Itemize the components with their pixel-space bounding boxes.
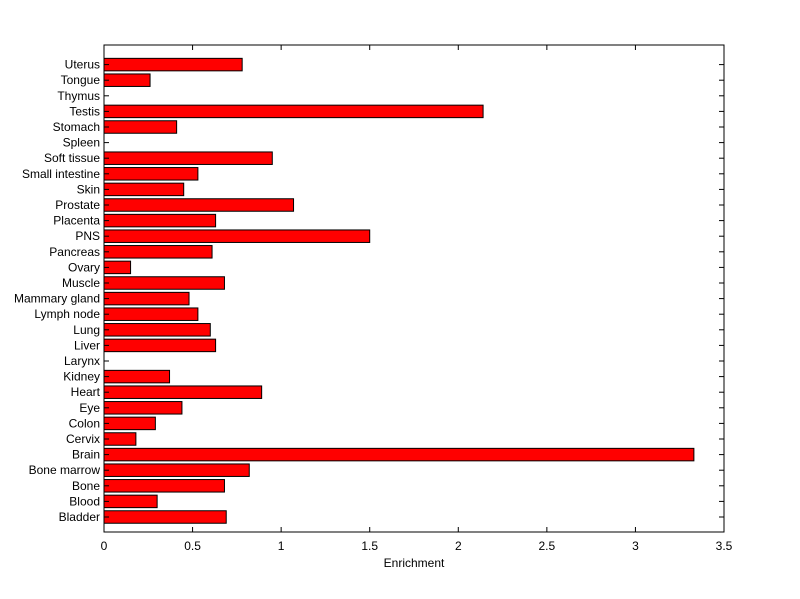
y-tick-label-pns: PNS xyxy=(75,229,100,243)
y-tick-label-bladder: Bladder xyxy=(59,510,100,524)
bar-testis xyxy=(103,104,484,119)
x-tick-label: 0.5 xyxy=(184,539,201,553)
y-tick-label-ovary: Ovary xyxy=(68,260,100,274)
bar-prostate xyxy=(103,198,295,212)
y-tick-label-tongue: Tongue xyxy=(61,73,101,87)
y-tick-label-placenta: Placenta xyxy=(53,214,100,228)
bar-stomach xyxy=(103,120,178,134)
y-tick-label-thymus: Thymus xyxy=(57,89,100,103)
x-axis-title: Enrichment xyxy=(384,556,445,570)
y-tick-label-prostate: Prostate xyxy=(55,198,100,212)
y-tick-label-pancreas: Pancreas xyxy=(49,245,100,259)
y-tick-label-eye: Eye xyxy=(79,401,100,415)
bar-soft-tissue xyxy=(103,151,273,165)
bar-brain xyxy=(103,447,695,462)
y-tick-label-bone-marrow: Bone marrow xyxy=(29,463,101,477)
y-tick-label-cervix: Cervix xyxy=(66,432,100,446)
y-tick-label-larynx: Larynx xyxy=(64,354,100,368)
bar-colon xyxy=(103,416,156,431)
y-tick-label-muscle: Muscle xyxy=(62,276,100,290)
x-tick-label: 1.5 xyxy=(361,539,378,553)
x-ticks-group: 0 0.5 1 1.5 2 2.5 3 3.5 xyxy=(101,45,733,553)
y-tick-label-spleen: Spleen xyxy=(63,136,100,150)
bar-pns xyxy=(103,229,371,243)
y-tick-label-heart: Heart xyxy=(71,385,101,399)
x-tick-label: 3 xyxy=(632,539,639,553)
bar-bone-marrow xyxy=(103,463,250,477)
y-tick-label-testis: Testis xyxy=(69,104,100,118)
bar-pancreas xyxy=(103,245,213,259)
bar-uterus xyxy=(103,57,243,72)
x-tick-label: 1 xyxy=(278,539,285,553)
bar-mammary-gland xyxy=(103,291,190,306)
x-tick-label: 3.5 xyxy=(716,539,733,553)
bar-liver xyxy=(103,338,217,353)
y-tick-label-liver: Liver xyxy=(74,338,100,352)
plot-frame xyxy=(103,44,725,533)
bar-small-intestine xyxy=(103,167,199,181)
x-tick-label: 0 xyxy=(101,539,108,553)
bar-lymph-node xyxy=(103,307,199,321)
bar-skin xyxy=(103,182,185,197)
y-tick-label-kidney: Kidney xyxy=(63,370,100,384)
bar-tongue xyxy=(103,73,151,87)
y-tick-label-uterus: Uterus xyxy=(65,58,100,72)
y-tick-label-stomach: Stomach xyxy=(53,120,100,134)
bar-bladder xyxy=(103,510,227,524)
y-tick-label-lung: Lung xyxy=(73,323,100,337)
bar-lung xyxy=(103,323,211,337)
x-tick-label: 2 xyxy=(455,539,462,553)
y-tick-label-brain: Brain xyxy=(72,448,100,462)
bar-heart xyxy=(103,385,263,399)
y-tick-label-mammary-gland: Mammary gland xyxy=(14,292,100,306)
bar-blood xyxy=(103,494,158,509)
bar-muscle xyxy=(103,276,225,290)
y-tick-label-small-intestine: Small intestine xyxy=(22,167,100,181)
bar-kidney xyxy=(103,369,171,384)
y-tick-label-blood: Blood xyxy=(69,494,100,508)
bar-bone xyxy=(103,479,225,493)
y-tick-label-bone: Bone xyxy=(72,479,100,493)
bar-placenta xyxy=(103,213,217,228)
bar-eye xyxy=(103,401,183,415)
x-tick-label: 2.5 xyxy=(539,539,556,553)
y-tick-label-lymph-node: Lymph node xyxy=(34,307,100,321)
y-tick-label-skin: Skin xyxy=(77,182,100,196)
y-tick-label-colon: Colon xyxy=(69,416,100,430)
y-tick-label-soft-tissue: Soft tissue xyxy=(44,151,100,165)
